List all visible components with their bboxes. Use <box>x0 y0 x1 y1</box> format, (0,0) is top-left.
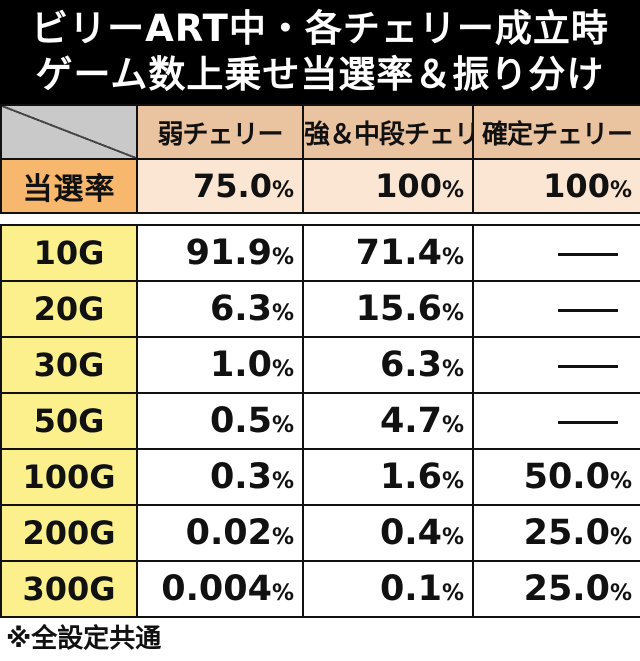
percentage-cell: 25.0% <box>472 504 640 562</box>
percentage-cell: 1.6% <box>302 448 474 506</box>
corner-cell <box>0 104 138 160</box>
table-row: 30G 1.0% 6.3% <box>0 336 640 394</box>
percentage-cell: 91.9% <box>136 224 304 282</box>
footer-note: ※全設定共通 <box>6 624 162 654</box>
column-header-strong-cherry: 強＆中段チェリー <box>302 104 474 160</box>
game-count-label: 50G <box>0 392 138 450</box>
none-dash <box>558 420 618 424</box>
percentage-cell: 6.3% <box>302 336 474 394</box>
percentage-cell <box>472 280 640 338</box>
game-count-label: 300G <box>0 560 138 618</box>
spacer-row <box>1 212 640 226</box>
percentage-cell: 0.4% <box>302 504 474 562</box>
table-row: 10G 91.9% 71.4% <box>0 224 640 282</box>
distribution-table: 弱チェリー 強＆中段チェリー 確定チェリー 当選率 75.0% 100% 100… <box>0 104 640 618</box>
percentage-cell: 50.0% <box>472 448 640 506</box>
percentage-cell: 0.5% <box>136 392 304 450</box>
win-rate-value: 100% <box>302 158 474 214</box>
none-dash <box>558 252 618 256</box>
game-count-label: 30G <box>0 336 138 394</box>
percentage-cell: 1.0% <box>136 336 304 394</box>
percentage-cell: 0.3% <box>136 448 304 506</box>
none-dash <box>558 308 618 312</box>
table-row: 100G 0.3% 1.6% 50.0% <box>0 448 640 506</box>
column-header-weak-cherry: 弱チェリー <box>136 104 304 160</box>
table-row: 20G 6.3% 15.6% <box>0 280 640 338</box>
column-header-row: 弱チェリー 強＆中段チェリー 確定チェリー <box>0 104 640 160</box>
game-count-label: 10G <box>0 224 138 282</box>
percentage-cell: 6.3% <box>136 280 304 338</box>
title-banner: ビリーART中・各チェリー成立時 ゲーム数上乗せ当選率＆振り分け <box>0 0 640 105</box>
percentage-cell <box>472 392 640 450</box>
game-count-label: 20G <box>0 280 138 338</box>
column-header-sure-cherry: 確定チェリー <box>472 104 640 160</box>
win-rate-value: 75.0% <box>136 158 304 214</box>
table-row: 200G 0.02% 0.4% 25.0% <box>0 504 640 562</box>
percentage-cell <box>472 224 640 282</box>
percentage-cell: 71.4% <box>302 224 474 282</box>
percentage-cell: 4.7% <box>302 392 474 450</box>
percentage-cell: 15.6% <box>302 280 474 338</box>
percentage-cell: 0.02% <box>136 504 304 562</box>
percentage-cell <box>472 336 640 394</box>
none-dash <box>558 364 618 368</box>
win-rate-row: 当選率 75.0% 100% 100% <box>0 158 640 214</box>
game-count-label: 200G <box>0 504 138 562</box>
percentage-cell: 25.0% <box>472 560 640 618</box>
table-row: 50G 0.5% 4.7% <box>0 392 640 450</box>
percentage-cell: 0.1% <box>302 560 474 618</box>
title-line-1: ビリーART中・各チェリー成立時 <box>31 7 609 50</box>
distribution-rows: 10G 91.9% 71.4% 20G 6.3% 15.6% 30G 1.0% 6.3% 50G 0… <box>0 224 640 618</box>
win-rate-value: 100% <box>472 158 640 214</box>
title-line-2: ゲーム数上乗せ当選率＆振り分け <box>35 53 605 96</box>
table-row: 300G 0.004% 0.1% 25.0% <box>0 560 640 618</box>
win-rate-label: 当選率 <box>0 158 138 214</box>
game-count-label: 100G <box>0 448 138 506</box>
percentage-cell: 0.004% <box>136 560 304 618</box>
